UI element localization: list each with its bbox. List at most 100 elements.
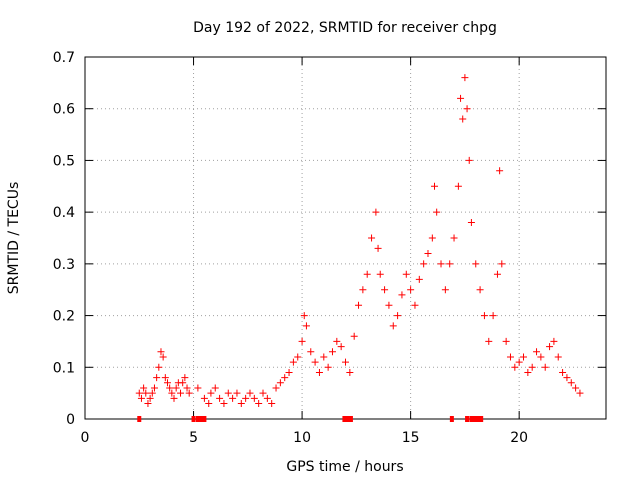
data-point <box>298 337 306 345</box>
data-point <box>315 368 323 376</box>
data-point <box>140 384 148 392</box>
data-point <box>137 394 145 402</box>
data-point <box>437 260 445 268</box>
data-point <box>420 260 428 268</box>
data-point <box>489 312 497 320</box>
data-point <box>285 368 293 376</box>
data-point <box>337 343 345 351</box>
y-tick-label: 0.4 <box>53 205 75 221</box>
data-point <box>155 363 163 371</box>
data-point <box>220 399 228 407</box>
data-point <box>480 312 488 320</box>
data-point <box>181 374 189 382</box>
data-point <box>450 234 458 242</box>
data-point <box>467 218 475 226</box>
grid-lines <box>85 57 606 419</box>
gap-marker <box>137 416 142 422</box>
data-point <box>563 374 571 382</box>
data-point <box>528 363 536 371</box>
data-point <box>346 368 354 376</box>
data-point <box>255 399 263 407</box>
data-point <box>294 353 302 361</box>
gap-marker <box>348 416 353 422</box>
data-point <box>153 374 161 382</box>
data-point <box>163 379 171 387</box>
data-point <box>381 286 389 294</box>
gap-marker <box>465 416 470 422</box>
data-point <box>576 389 584 397</box>
data-point <box>506 353 514 361</box>
data-point <box>172 384 180 392</box>
data-point <box>496 167 504 175</box>
data-point <box>157 348 165 356</box>
data-point <box>135 389 143 397</box>
data-point <box>324 363 332 371</box>
data-point <box>363 270 371 278</box>
gap-marker <box>469 416 474 422</box>
data-point <box>559 368 567 376</box>
data-point <box>454 182 462 190</box>
data-point <box>389 322 397 330</box>
data-point <box>211 384 219 392</box>
y-tick-label: 0 <box>66 412 75 428</box>
data-point <box>216 394 224 402</box>
x-tick-label: 10 <box>293 430 311 446</box>
data-point <box>242 394 250 402</box>
data-point <box>498 260 506 268</box>
data-point <box>457 94 465 102</box>
data-point <box>465 156 473 164</box>
data-point <box>170 394 178 402</box>
data-point <box>502 337 510 345</box>
data-point <box>411 301 419 309</box>
data-point <box>229 394 237 402</box>
data-point <box>161 374 169 382</box>
data-point <box>142 389 150 397</box>
data-point <box>372 208 380 216</box>
data-point <box>541 363 549 371</box>
data-point <box>281 374 289 382</box>
gap-marker <box>191 416 196 422</box>
data-point <box>246 389 254 397</box>
data-point <box>342 358 349 366</box>
data-gap-markers <box>137 416 484 422</box>
data-point <box>463 105 471 113</box>
data-point <box>415 275 423 283</box>
data-point <box>376 270 384 278</box>
data-point <box>237 399 245 407</box>
data-point <box>311 358 319 366</box>
data-point <box>268 399 276 407</box>
data-point <box>428 234 436 242</box>
data-point <box>179 379 187 387</box>
data-point <box>515 358 523 366</box>
data-point <box>407 286 415 294</box>
data-point <box>433 208 441 216</box>
data-point <box>148 389 156 397</box>
y-tick-label: 0.1 <box>53 360 75 376</box>
data-point <box>511 363 519 371</box>
data-point <box>359 286 367 294</box>
gap-marker <box>195 416 200 422</box>
data-point <box>572 384 580 392</box>
data-point <box>177 389 185 397</box>
data-point <box>476 286 484 294</box>
data-point <box>493 270 501 278</box>
data-point <box>533 348 541 356</box>
data-point <box>320 353 328 361</box>
data-point <box>207 389 215 397</box>
data-point <box>328 348 336 356</box>
x-tick-label: 15 <box>402 430 420 446</box>
data-point <box>259 389 267 397</box>
data-point <box>168 389 176 397</box>
y-tick-label: 0.5 <box>53 153 75 169</box>
data-point <box>146 394 154 402</box>
data-point <box>472 260 480 268</box>
data-point <box>368 234 376 242</box>
gap-marker <box>479 416 484 422</box>
data-point <box>224 389 232 397</box>
data-point <box>263 394 271 402</box>
x-tick-label: 0 <box>81 430 90 446</box>
gap-marker <box>345 416 350 422</box>
data-point <box>554 353 562 361</box>
data-points <box>135 74 584 407</box>
x-tick-label: 5 <box>189 430 198 446</box>
